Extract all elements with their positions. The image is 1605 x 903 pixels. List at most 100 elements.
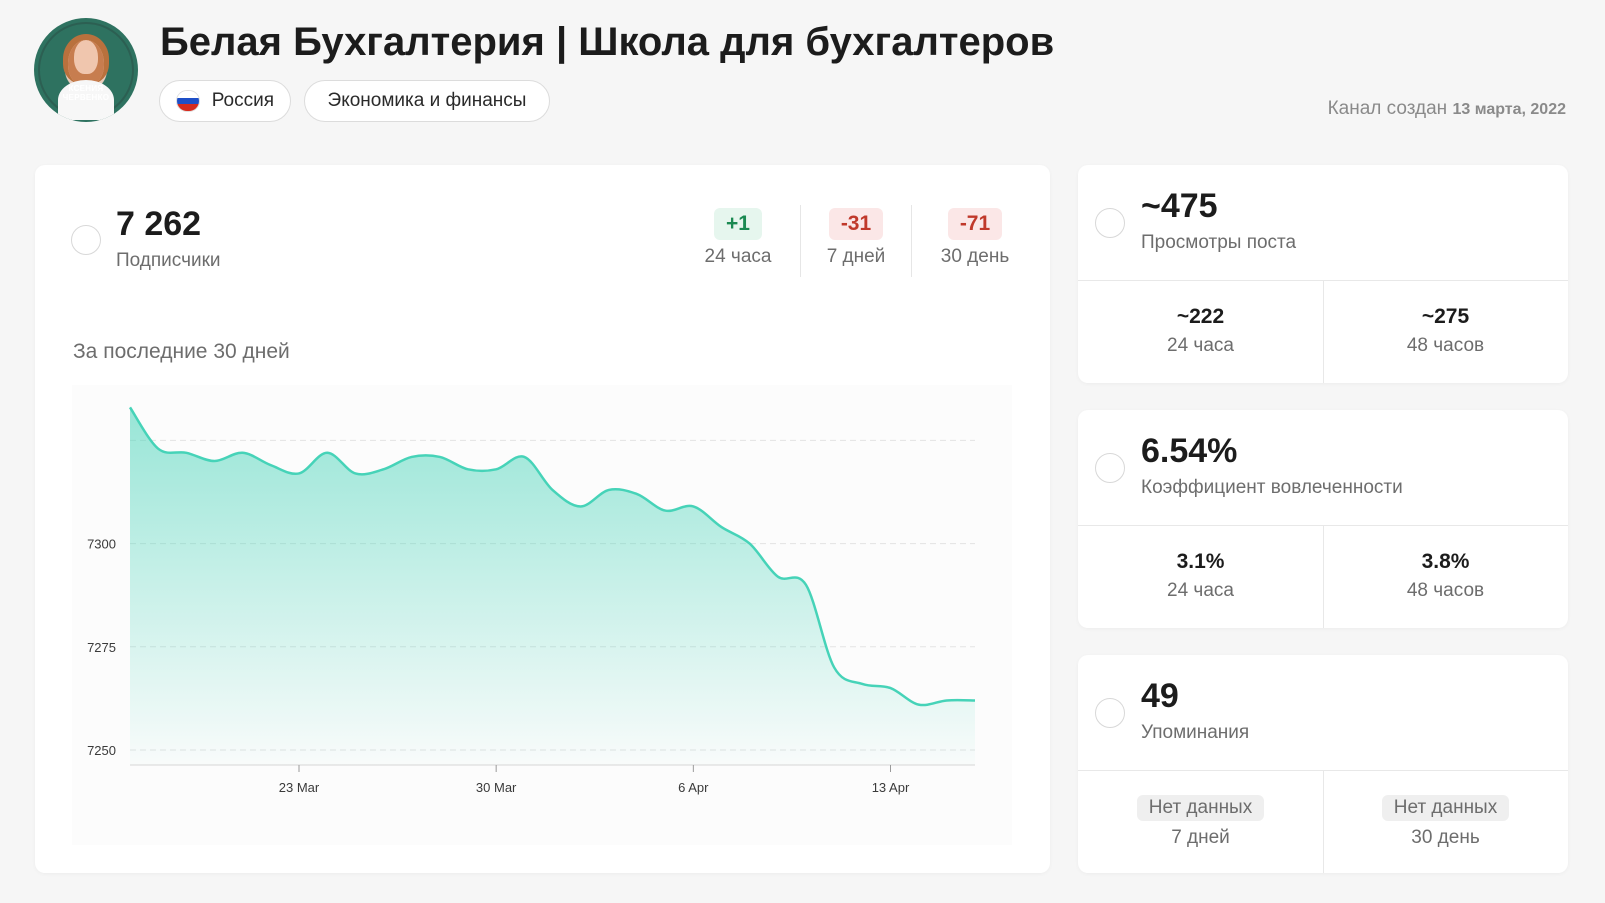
engagement-radio[interactable] <box>1095 453 1125 483</box>
x-tick-label: 13 Apr <box>872 780 910 795</box>
views-48h: ~275 48 часов <box>1323 305 1568 357</box>
data-point <box>353 471 357 475</box>
data-point <box>551 488 555 492</box>
card-divider <box>1323 770 1324 873</box>
data-point <box>832 665 836 669</box>
delta-30d-label: 30 день <box>940 246 1010 267</box>
mentions-7d-value: Нет данных <box>1136 795 1265 821</box>
subscribers-radio[interactable] <box>71 225 101 255</box>
delta-7d: -31 7 дней <box>811 208 901 268</box>
avatar-caption-line1: КСЕНИЯ <box>68 84 104 93</box>
data-point <box>945 698 949 702</box>
data-point <box>691 504 695 508</box>
data-point <box>438 455 442 459</box>
data-point <box>889 686 893 690</box>
data-point <box>128 405 132 409</box>
delta-divider <box>911 205 912 277</box>
mentions-card: 49 Упоминания Нет данных 7 дней Нет данн… <box>1078 655 1568 873</box>
mentions-30d-label: 30 день <box>1411 827 1480 848</box>
data-point <box>297 471 301 475</box>
country-chip[interactable]: Россия <box>159 80 291 122</box>
data-point <box>325 451 329 455</box>
data-point <box>410 455 414 459</box>
chart-line <box>128 406 976 707</box>
delta-30d-value: -71 <box>947 208 1003 240</box>
engagement-24h: 3.1% 24 часа <box>1078 550 1323 602</box>
engagement-48h-value: 3.8% <box>1421 550 1470 573</box>
mentions-radio[interactable] <box>1095 698 1125 728</box>
x-tick-label: 23 Mar <box>279 780 320 795</box>
y-tick-label: 7300 <box>87 537 116 552</box>
data-point <box>184 451 188 455</box>
subscribers-chart: 7250 7275 7300 23 Mar 30 Mar 6 Apr 13 Apr <box>72 385 1012 845</box>
data-point <box>269 463 273 467</box>
delta-divider <box>800 205 801 277</box>
chart-area <box>130 407 975 765</box>
delta-30d: -71 30 день <box>925 208 1025 268</box>
data-point <box>748 542 752 546</box>
delta-7d-label: 7 дней <box>826 246 886 267</box>
mentions-7d: Нет данных 7 дней <box>1078 795 1323 849</box>
mentions-label: Упоминания <box>1141 722 1250 743</box>
engagement-48h: 3.8% 48 часов <box>1323 550 1568 602</box>
mentions-value: 49 <box>1141 677 1179 715</box>
views-card: ~475 Просмотры поста ~222 24 часа ~275 4… <box>1078 165 1568 383</box>
data-point <box>720 525 724 529</box>
data-point <box>579 504 583 508</box>
data-point <box>382 467 386 471</box>
delta-24h: +1 24 часа <box>693 208 783 268</box>
mentions-30d-value: Нет данных <box>1381 795 1510 821</box>
data-point <box>860 682 864 686</box>
avatar-caption-line2: ЧЕРВЕНКО <box>62 93 110 102</box>
views-24h-label: 24 часа <box>1167 335 1234 356</box>
card-divider <box>1323 280 1324 383</box>
mentions-30d: Нет данных 30 день <box>1323 795 1568 849</box>
views-radio[interactable] <box>1095 208 1125 238</box>
data-point <box>663 509 667 513</box>
country-label: Россия <box>211 90 274 111</box>
views-48h-label: 48 часов <box>1406 335 1485 356</box>
russia-flag-icon <box>176 90 200 112</box>
delta-24h-value: +1 <box>714 208 762 240</box>
category-label: Экономика и финансы <box>327 90 527 111</box>
data-point <box>917 703 921 707</box>
views-24h: ~222 24 часа <box>1078 305 1323 357</box>
chart-period-label: За последние 30 дней <box>73 340 290 363</box>
engagement-card: 6.54% Коэффициент вовлеченности 3.1% 24 … <box>1078 410 1568 628</box>
created-date: 13 марта, 2022 <box>1452 101 1566 118</box>
y-tick-label: 7250 <box>87 743 116 758</box>
data-point <box>607 488 611 492</box>
views-value: ~475 <box>1141 187 1218 225</box>
engagement-24h-value: 3.1% <box>1176 550 1225 573</box>
subscribers-label: Подписчики <box>116 250 221 271</box>
data-point <box>156 447 160 451</box>
subscribers-value: 7 262 <box>116 205 202 243</box>
x-tick-label: 30 Mar <box>476 780 517 795</box>
data-point <box>522 455 526 459</box>
data-point <box>494 467 498 471</box>
channel-avatar: КСЕНИЯ ЧЕРВЕНКО <box>34 18 138 122</box>
data-point <box>635 492 639 496</box>
data-point <box>466 467 470 471</box>
mentions-7d-label: 7 дней <box>1171 827 1230 848</box>
views-48h-value: ~275 <box>1421 305 1470 328</box>
engagement-24h-label: 24 часа <box>1167 580 1234 601</box>
channel-title: Белая Бухгалтерия | Школа для бухгалтеро… <box>160 20 1055 64</box>
engagement-label: Коэффициент вовлеченности <box>1141 477 1403 498</box>
delta-7d-value: -31 <box>828 208 884 240</box>
data-point <box>241 451 245 455</box>
data-point <box>804 583 808 587</box>
created-label: Канал создан <box>1327 98 1448 119</box>
data-point <box>776 575 780 579</box>
data-point <box>973 698 977 702</box>
y-tick-label: 7275 <box>87 640 116 655</box>
card-divider <box>1323 525 1324 628</box>
views-24h-value: ~222 <box>1176 305 1225 328</box>
delta-24h-label: 24 часа <box>704 246 772 267</box>
category-chip[interactable]: Экономика и финансы <box>304 80 550 122</box>
data-point <box>213 459 217 463</box>
x-tick-label: 6 Apr <box>678 780 709 795</box>
engagement-value: 6.54% <box>1141 432 1238 470</box>
channel-created: Канал создан 13 марта, 2022 <box>1328 98 1566 120</box>
engagement-48h-label: 48 часов <box>1406 580 1485 601</box>
